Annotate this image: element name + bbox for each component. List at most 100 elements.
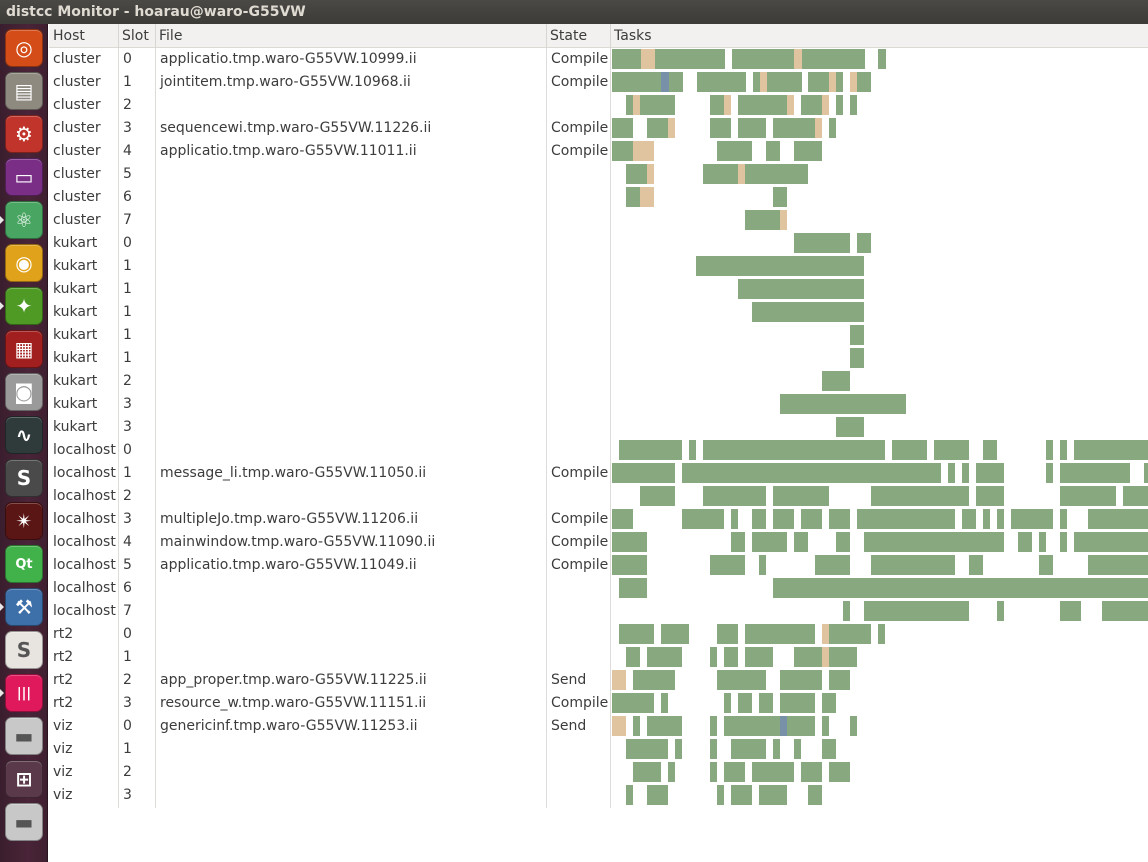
- table-row[interactable]: viz 2: [49, 761, 1148, 784]
- table-row[interactable]: localhost 2: [49, 485, 1148, 508]
- running-indicator: [0, 603, 4, 611]
- table-row[interactable]: localhost 4 mainwindow.tmp.waro-G55VW.1109…: [49, 531, 1148, 554]
- gitkraken-icon[interactable]: ✦: [5, 287, 43, 325]
- task-bar-compile: [682, 509, 724, 529]
- chrome-icon[interactable]: ◉: [5, 244, 43, 282]
- table-row[interactable]: cluster 3 sequencewi.tmp.waro-G55VW.11226.…: [49, 117, 1148, 140]
- table-row[interactable]: kukart 1: [49, 347, 1148, 370]
- column-header-state[interactable]: State: [550, 28, 588, 44]
- table-row[interactable]: cluster 2: [49, 94, 1148, 117]
- task-bar-compile: [822, 693, 836, 713]
- host-cell: rt2: [53, 649, 74, 665]
- host-cell: cluster: [53, 120, 101, 136]
- sublime-text-icon[interactable]: S: [5, 459, 43, 497]
- slack-icon[interactable]: S: [5, 631, 43, 669]
- host-cell: localhost: [53, 580, 116, 596]
- table-row[interactable]: localhost 6: [49, 577, 1148, 600]
- task-bar-compile: [829, 509, 850, 529]
- task-bar-compile: [668, 762, 675, 782]
- file-cell: genericinf.tmp.waro-G55VW.11253.ii: [160, 718, 418, 734]
- column-header-file[interactable]: File: [159, 28, 183, 44]
- table-row[interactable]: cluster 6: [49, 186, 1148, 209]
- table-row[interactable]: viz 0 genericinf.tmp.waro-G55VW.11253.ii Se…: [49, 715, 1148, 738]
- task-bar-compile: [759, 555, 766, 575]
- table-row[interactable]: cluster 5: [49, 163, 1148, 186]
- task-bar-preprocess: [822, 95, 829, 115]
- files-icon[interactable]: ▤: [5, 72, 43, 110]
- table-row[interactable]: localhost 7: [49, 600, 1148, 623]
- table-row[interactable]: localhost 3 multipleJo.tmp.waro-G55VW.1120…: [49, 508, 1148, 531]
- running-indicator: [0, 302, 4, 310]
- workspace-switcher-icon[interactable]: ▭: [5, 158, 43, 196]
- host-cell: cluster: [53, 51, 101, 67]
- task-bar-compile: [864, 532, 1004, 552]
- table-row[interactable]: cluster 7: [49, 209, 1148, 232]
- drive-icon-1[interactable]: ▬: [5, 717, 43, 755]
- terminal-red-icon[interactable]: ▦: [5, 330, 43, 368]
- table-row[interactable]: cluster 4 applicatio.tmp.waro-G55VW.11011.…: [49, 140, 1148, 163]
- task-bar-compile: [745, 210, 780, 230]
- task-bar-compile: [612, 509, 633, 529]
- slot-cell: 6: [123, 189, 132, 205]
- column-header-slot[interactable]: Slot: [122, 28, 149, 44]
- task-bar-compile: [710, 762, 717, 782]
- task-bar-preprocess: [829, 72, 836, 92]
- task-bar-compile: [822, 739, 836, 759]
- table-row[interactable]: kukart 1: [49, 278, 1148, 301]
- column-separator[interactable]: [118, 24, 119, 48]
- qt-creator-icon[interactable]: Qt: [5, 545, 43, 583]
- task-bar-compile: [794, 532, 808, 552]
- task-bar-compile: [752, 302, 864, 322]
- task-bar-compile: [640, 486, 675, 506]
- host-cell: cluster: [53, 97, 101, 113]
- task-bar-compile: [773, 762, 794, 782]
- workspace-grid-icon[interactable]: ⊞: [5, 760, 43, 798]
- table-row[interactable]: viz 3: [49, 784, 1148, 807]
- column-separator[interactable]: [546, 24, 547, 48]
- task-bar-compile: [1060, 440, 1067, 460]
- task-bar-compile: [857, 233, 871, 253]
- spider-icon[interactable]: ✴: [5, 502, 43, 540]
- system-settings-icon[interactable]: ⚙: [5, 115, 43, 153]
- host-cell: kukart: [53, 350, 98, 366]
- column-divider: [118, 48, 119, 808]
- table-row[interactable]: localhost 0: [49, 439, 1148, 462]
- slot-cell: 7: [123, 603, 132, 619]
- table-row[interactable]: kukart 1: [49, 324, 1148, 347]
- camera-icon[interactable]: ◙: [5, 373, 43, 411]
- column-separator[interactable]: [610, 24, 611, 48]
- file-cell: applicatio.tmp.waro-G55VW.11011.ii: [160, 143, 417, 159]
- slot-cell: 3: [123, 396, 132, 412]
- table-row[interactable]: kukart 2: [49, 370, 1148, 393]
- gitter-icon[interactable]: |||: [5, 674, 43, 712]
- column-header-host[interactable]: Host: [53, 28, 85, 44]
- atom-icon[interactable]: ⚛: [5, 201, 43, 239]
- table-row[interactable]: kukart 1: [49, 255, 1148, 278]
- slot-cell: 1: [123, 281, 132, 297]
- table-row[interactable]: rt2 1: [49, 646, 1148, 669]
- drive-icon-2[interactable]: ▬: [5, 803, 43, 841]
- host-cell: kukart: [53, 419, 98, 435]
- task-bar-compile: [843, 762, 850, 782]
- table-row[interactable]: rt2 0: [49, 623, 1148, 646]
- table-row[interactable]: cluster 1 jointitem.tmp.waro-G55VW.10968.i…: [49, 71, 1148, 94]
- table-row[interactable]: kukart 3: [49, 416, 1148, 439]
- table-row[interactable]: cluster 0 applicatio.tmp.waro-G55VW.10999.…: [49, 48, 1148, 71]
- table-row[interactable]: kukart 1: [49, 301, 1148, 324]
- table-row[interactable]: kukart 3: [49, 393, 1148, 416]
- slot-cell: 1: [123, 465, 132, 481]
- table-row[interactable]: viz 1: [49, 738, 1148, 761]
- host-cell: rt2: [53, 626, 74, 642]
- dash-icon[interactable]: ◎: [5, 29, 43, 67]
- table-row[interactable]: rt2 3 resource_w.tmp.waro-G55VW.11151.ii Co…: [49, 692, 1148, 715]
- table-row[interactable]: localhost 5 applicatio.tmp.waro-G55VW.1104…: [49, 554, 1148, 577]
- column-separator[interactable]: [155, 24, 156, 48]
- column-header-tasks[interactable]: Tasks: [614, 28, 652, 44]
- system-monitor-icon[interactable]: ∿: [5, 416, 43, 454]
- task-bar-compile: [836, 72, 843, 92]
- table-row[interactable]: rt2 2 app_proper.tmp.waro-G55VW.11225.ii Se…: [49, 669, 1148, 692]
- task-bar-preprocess: [780, 210, 787, 230]
- table-row[interactable]: localhost 1 message_li.tmp.waro-G55VW.1105…: [49, 462, 1148, 485]
- table-row[interactable]: kukart 0: [49, 232, 1148, 255]
- distcc-monitor-icon[interactable]: ⚒: [5, 588, 43, 626]
